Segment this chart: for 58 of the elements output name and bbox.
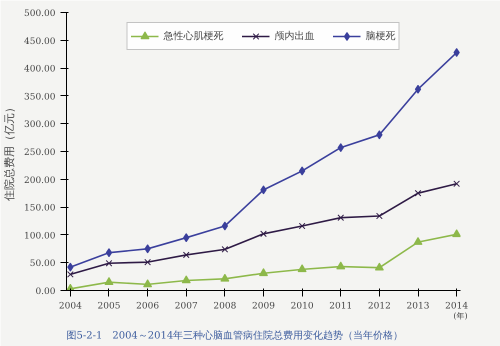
point <box>104 277 114 285</box>
x-tick-label: 2004 <box>58 302 82 312</box>
y-tick-label: 0.00 <box>35 287 56 297</box>
point <box>374 262 384 271</box>
point <box>376 212 383 220</box>
point <box>259 268 268 276</box>
legend-label: 急性心肌梗死 <box>164 30 224 43</box>
y-tick-label: 50.00 <box>30 259 56 270</box>
y-tick-label: 400.00 <box>24 64 56 75</box>
x-tick-label: 2012 <box>368 302 391 312</box>
x-tick-label: 2008 <box>213 302 237 312</box>
point <box>298 222 306 230</box>
point <box>182 275 191 284</box>
y-tick-label: 250.00 <box>24 148 56 158</box>
point <box>182 252 190 258</box>
x-tick-label: 2013 <box>406 302 430 312</box>
point <box>67 271 74 278</box>
point <box>106 248 112 258</box>
point <box>298 264 307 272</box>
point <box>336 261 346 270</box>
y-tick-label: 100.00 <box>24 231 56 242</box>
x-tick-label: 2010 <box>290 302 314 312</box>
x-tick-label: 2009 <box>252 302 276 312</box>
y-tick-label: 450.00 <box>24 36 56 47</box>
x-tick-label: 2007 <box>174 302 198 312</box>
y-tick-label: 150.00 <box>24 204 56 214</box>
legend-label: 脑梗死 <box>366 30 396 43</box>
point <box>414 84 422 94</box>
y-tick-label: 200.00 <box>24 176 56 186</box>
point <box>67 262 74 272</box>
x-tick-label: 2014 <box>445 302 468 312</box>
point <box>222 222 228 231</box>
point <box>106 260 112 267</box>
point <box>452 229 460 238</box>
point <box>260 185 267 194</box>
point <box>414 237 423 245</box>
point <box>337 214 344 221</box>
point <box>143 279 152 288</box>
x-tick-label: 2006 <box>136 302 160 312</box>
point <box>144 258 151 266</box>
text: 图5-2-1 2004～2014年三种心脑血管病住院总费用变化趋势（当年价格） <box>66 330 404 342</box>
point <box>144 244 151 254</box>
legend-label: 颅内出血 <box>274 30 314 43</box>
x-tick-label: 2005 <box>98 302 121 312</box>
point <box>298 166 306 176</box>
y-tick-label: 350.00 <box>24 92 56 102</box>
point <box>453 180 460 188</box>
point <box>260 230 267 238</box>
x-tick-label: 2011 <box>329 302 352 312</box>
point <box>376 130 383 140</box>
point <box>222 246 228 253</box>
x-axis-title: (年) <box>453 312 468 320</box>
y-axis-title: 住院总费用（亿元） <box>3 102 16 201</box>
y-tick-label: 300.00 <box>24 120 56 130</box>
y-tick-label: 500.00 <box>24 9 56 19</box>
point <box>453 48 460 58</box>
point <box>414 190 422 197</box>
point <box>220 274 230 282</box>
